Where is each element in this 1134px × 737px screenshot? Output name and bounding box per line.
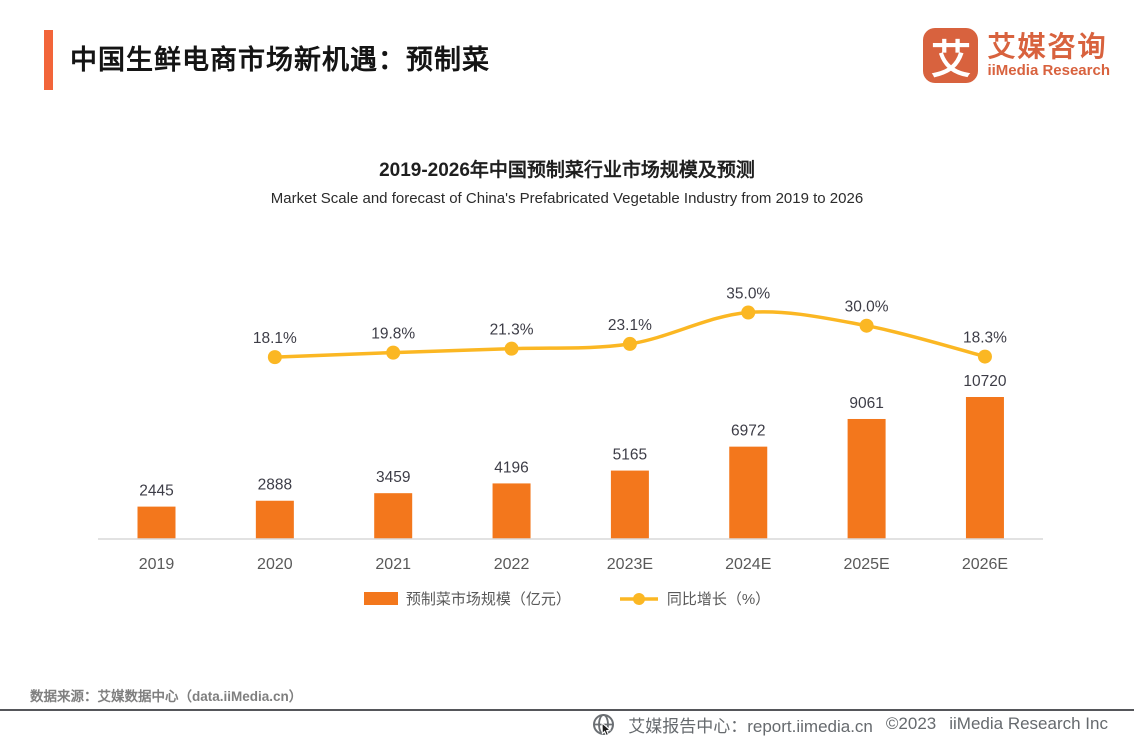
- bar-value-label: 5165: [613, 447, 647, 464]
- globe-icon: [592, 713, 615, 736]
- data-source-note: 数据来源：艾媒数据中心（data.iiMedia.cn）: [30, 689, 303, 704]
- bar-column: [137, 506, 176, 539]
- x-axis-label: 2019: [139, 556, 175, 573]
- iimedia-logo-text: 艾媒咨询 iiMedia Research: [987, 31, 1110, 80]
- bar-value-label: 3459: [376, 469, 410, 486]
- bar-value-label: 9061: [849, 395, 883, 412]
- growth-dot: [859, 318, 874, 333]
- copyright-text: ©2023: [885, 714, 937, 733]
- bar-column: [729, 446, 768, 539]
- cursor-icon: [601, 721, 612, 736]
- report-center-link: 艾媒报告中心：report.iimedia.cn: [628, 716, 873, 736]
- title-accent-bar: [44, 30, 53, 90]
- company-name: iiMedia Research Inc: [949, 714, 1108, 733]
- bar-column: [492, 483, 531, 539]
- growth-value-label: 18.3%: [963, 330, 1007, 347]
- legend-item-growth: 同比增长（%）: [619, 588, 770, 609]
- bar-value-label: 2445: [139, 483, 173, 500]
- growth-value-label: 30.0%: [845, 299, 889, 316]
- brand-name-cn: 艾媒咨询: [987, 31, 1108, 62]
- growth-dot: [504, 341, 519, 356]
- x-axis-label: 2024E: [725, 556, 771, 573]
- bar-value-label: 4196: [494, 459, 528, 476]
- x-axis-label: 2026E: [962, 556, 1008, 573]
- brand-name-en: iiMedia Research: [987, 62, 1110, 79]
- bar-series-label: 预制菜市场规模（亿元）: [405, 591, 571, 608]
- chart-legend: 预制菜市场规模（亿元） 同比增长（%）: [0, 588, 1134, 609]
- bar-value-label: 10720: [963, 373, 1006, 390]
- bar-column: [374, 493, 413, 539]
- x-axis-label: 2025E: [843, 556, 889, 573]
- bar-column: [610, 470, 649, 539]
- bar-column: [847, 418, 886, 539]
- x-axis-label: 2023E: [607, 556, 653, 573]
- growth-dot: [741, 305, 756, 320]
- growth-value-label: 18.1%: [253, 330, 297, 347]
- footer-bar: 艾媒报告中心：report.iimedia.cn ©2023 iiMedia R…: [592, 711, 1108, 737]
- growth-value-label: 23.1%: [608, 317, 652, 334]
- chart-subtitle: Market Scale and forecast of China's Pre…: [270, 190, 864, 207]
- growth-dot: [977, 349, 992, 364]
- iimedia-logo-icon: 艾: [923, 28, 979, 83]
- growth-value-label: 35.0%: [726, 286, 770, 303]
- growth-value-label: 21.3%: [490, 322, 534, 339]
- bar-column: [965, 397, 1004, 539]
- x-axis-label: 2020: [257, 556, 293, 573]
- growth-value-label: 19.8%: [371, 326, 415, 343]
- growth-dot: [386, 345, 401, 360]
- growth-dot: [267, 350, 282, 365]
- x-axis-label: 2022: [494, 556, 530, 573]
- bar-value-label: 2888: [258, 477, 292, 494]
- growth-dot: [622, 336, 637, 351]
- page-title: 中国生鲜电商市场新机遇：预制菜: [70, 45, 490, 75]
- bar-series-swatch: [363, 592, 398, 605]
- bar-column: [255, 500, 294, 539]
- legend-item-market-scale: 预制菜市场规模（亿元）: [363, 588, 571, 609]
- iimedia-logo: 艾 艾媒咨询 iiMedia Research: [923, 28, 1110, 83]
- bar-value-label: 6972: [731, 423, 765, 440]
- footer-divider: [0, 709, 1134, 711]
- x-axis-label: 2021: [375, 556, 411, 573]
- line-series-marker: [619, 592, 658, 605]
- line-series-label: 同比增长（%）: [666, 591, 771, 608]
- chart-title: 2019-2026年中国预制菜行业市场规模及预测: [379, 160, 755, 181]
